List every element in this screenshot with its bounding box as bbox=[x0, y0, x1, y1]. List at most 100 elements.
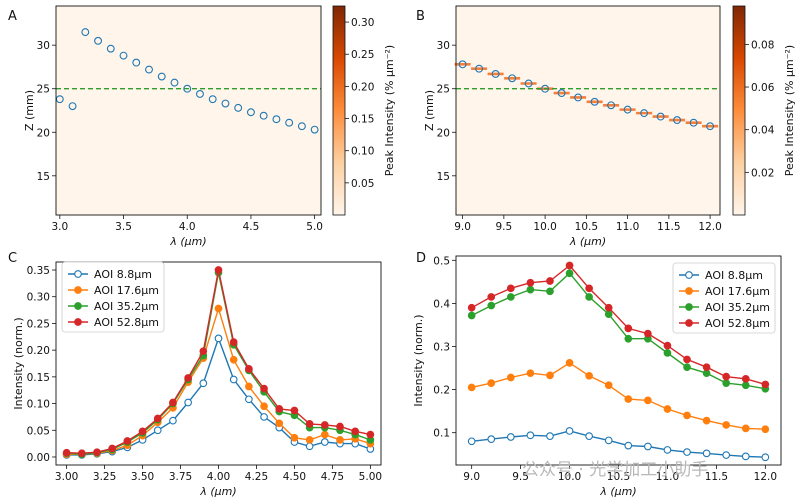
panel-d-series-2-point bbox=[702, 416, 711, 425]
panel-a-data-point bbox=[170, 78, 179, 87]
panel-b-letter: B bbox=[416, 9, 425, 24]
panel-c-xtick-label: 4.50 bbox=[283, 471, 306, 483]
panel-c-series-4-point bbox=[93, 448, 101, 457]
panel-b-data-point bbox=[689, 118, 698, 127]
panel-c-xtick-label: 3.50 bbox=[131, 471, 154, 483]
panel-d-legend-swatch-marker bbox=[685, 303, 693, 311]
panel-b-data-point bbox=[524, 79, 533, 88]
panel-b-data-point bbox=[590, 97, 599, 106]
panel-a-data-point bbox=[221, 99, 230, 108]
panel-c-legend-label: AOI 35.2μm bbox=[94, 300, 159, 313]
panel-c-series-4-point bbox=[199, 347, 208, 356]
panel-a-data-point bbox=[196, 90, 204, 98]
panel-c-legend-swatch-marker bbox=[74, 270, 82, 278]
panel-c-series-4-point bbox=[320, 421, 329, 429]
panel-c-legend-label: AOI 17.6μm bbox=[94, 284, 159, 297]
panel-c-ylabel: Intensity (norm.) bbox=[12, 317, 25, 409]
panel-d-ytick-label: 0.1 bbox=[433, 428, 450, 440]
panel-c-series-2-point bbox=[275, 419, 284, 428]
panel-b-colorbar-tick-label: 0.04 bbox=[751, 125, 775, 137]
panel-d-series-3-line bbox=[471, 272, 766, 390]
panel-b-ytick-label: 15 bbox=[437, 171, 450, 183]
panel-c-ytick-label: 0.35 bbox=[27, 265, 50, 277]
panel-d-xtick-label: 10.0 bbox=[558, 471, 581, 483]
panel-c-series-4-point bbox=[260, 384, 268, 393]
panel-b-xtick-label: 10.5 bbox=[575, 221, 598, 233]
panel-d-series-1-point bbox=[604, 436, 613, 445]
panel-a-data-point bbox=[208, 95, 217, 104]
panel-d-series-2-point bbox=[741, 424, 750, 433]
panel-d-series-1-point bbox=[526, 431, 535, 440]
panel-b-xtick-label: 9.5 bbox=[495, 221, 512, 233]
panel-c-series-1-point bbox=[153, 426, 162, 435]
panel-a-xtick-label: 4.5 bbox=[243, 221, 260, 233]
panel-d-series-2-point bbox=[585, 371, 593, 380]
panel-a-data-point bbox=[94, 36, 102, 45]
panel-a-xlabel: λ (μm) bbox=[169, 235, 206, 248]
panel-d-legend-swatch-marker bbox=[685, 271, 693, 279]
panel-a-ytick-label: 25 bbox=[37, 84, 50, 96]
panel-c-ytick-label: 0.20 bbox=[27, 345, 50, 357]
panel-d-series-4-point bbox=[487, 293, 496, 301]
watermark-text: 公众号 · 光学加工小助手 bbox=[522, 460, 708, 480]
panel-c-series-2-point bbox=[245, 382, 253, 391]
panel-d-series-4-point bbox=[663, 341, 672, 350]
panel-c-legend-label: AOI 8.8μm bbox=[94, 268, 152, 281]
panel-d-series-2-point bbox=[663, 405, 672, 413]
panel-a-frame bbox=[55, 5, 322, 216]
panel-c-series-2-point bbox=[260, 402, 268, 411]
panel-a-colorbar bbox=[332, 5, 346, 216]
panel-d-xlabel: λ (μm) bbox=[599, 485, 636, 498]
panel-c-series-4-point bbox=[62, 448, 71, 457]
panel-b-colorbar-tick-label: 0.06 bbox=[751, 82, 775, 94]
panel-a-data-point bbox=[259, 111, 268, 120]
panel-d-series-2-point bbox=[761, 425, 770, 434]
panel-b-frame bbox=[455, 5, 721, 216]
panel-b-data-point bbox=[475, 64, 484, 73]
panel-a-ytick-label: 15 bbox=[37, 171, 50, 183]
panel-d-ytick-label: 0.3 bbox=[433, 341, 450, 353]
panel-c-series-4-point bbox=[214, 266, 223, 274]
panel-c-xtick-label: 4.25 bbox=[245, 471, 268, 483]
panel-b-xtick-label: 9.0 bbox=[454, 221, 471, 233]
panel-a-xtick-label: 3.0 bbox=[51, 221, 68, 233]
panel-c-xlabel: λ (μm) bbox=[199, 485, 236, 498]
panel-c-series-4-point bbox=[184, 374, 192, 382]
panel-d-ylabel: Intensity (norm.) bbox=[412, 314, 425, 406]
panel-b-data-point bbox=[574, 93, 583, 102]
panel-d-series-1-point bbox=[506, 433, 515, 441]
panel-c-legend bbox=[61, 261, 165, 333]
panel-d-series-1-point bbox=[741, 452, 750, 461]
panel-d-ytick-label: 0.5 bbox=[433, 255, 450, 267]
panel-d-series-1-point bbox=[467, 437, 476, 446]
panel-b-data-point bbox=[458, 60, 467, 69]
panel-b-xtick-label: 12.0 bbox=[698, 221, 721, 233]
panel-d-series-3-point bbox=[624, 334, 633, 343]
panel-a-colorbar-tick-label: 0.05 bbox=[351, 178, 374, 190]
panel-d-legend-label: AOI 17.6μm bbox=[705, 285, 770, 298]
panel-c-series-4-point bbox=[229, 338, 238, 346]
panel-b-xtick-label: 11.5 bbox=[657, 221, 680, 233]
panel-a-colorbar-label: Peak Intensity (% μm⁻²) bbox=[383, 45, 396, 176]
panel-c-series-4-point bbox=[169, 398, 177, 407]
panel-d-legend-label: AOI 35.2μm bbox=[705, 301, 770, 314]
panel-c-xtick-label: 5.00 bbox=[359, 471, 382, 483]
panel-d-series-3-point bbox=[546, 287, 554, 296]
panel-d-series-1-point bbox=[663, 446, 672, 454]
panel-d-series-4-point bbox=[702, 363, 711, 372]
panel-a-data-point bbox=[285, 118, 294, 127]
panel-d-series-1-point bbox=[702, 449, 711, 458]
panel-d-series-3-point bbox=[487, 301, 496, 310]
panel-c-series-1-point bbox=[305, 442, 314, 451]
panel-d-series-1-point bbox=[683, 448, 691, 456]
panel-a-data-point bbox=[272, 115, 281, 124]
panel-d-series-3-point bbox=[604, 310, 613, 319]
panel-b-ytick-label: 30 bbox=[437, 40, 450, 52]
panel-d-series-2-point bbox=[506, 373, 515, 382]
panel-c-series-4-point bbox=[305, 420, 314, 428]
panel-b-background bbox=[456, 6, 720, 215]
panel-a-colorbar-tick-label: 0.15 bbox=[351, 114, 374, 126]
panel-c-series-1-point bbox=[260, 413, 268, 421]
panel-b-xlabel: λ (μm) bbox=[569, 235, 606, 248]
